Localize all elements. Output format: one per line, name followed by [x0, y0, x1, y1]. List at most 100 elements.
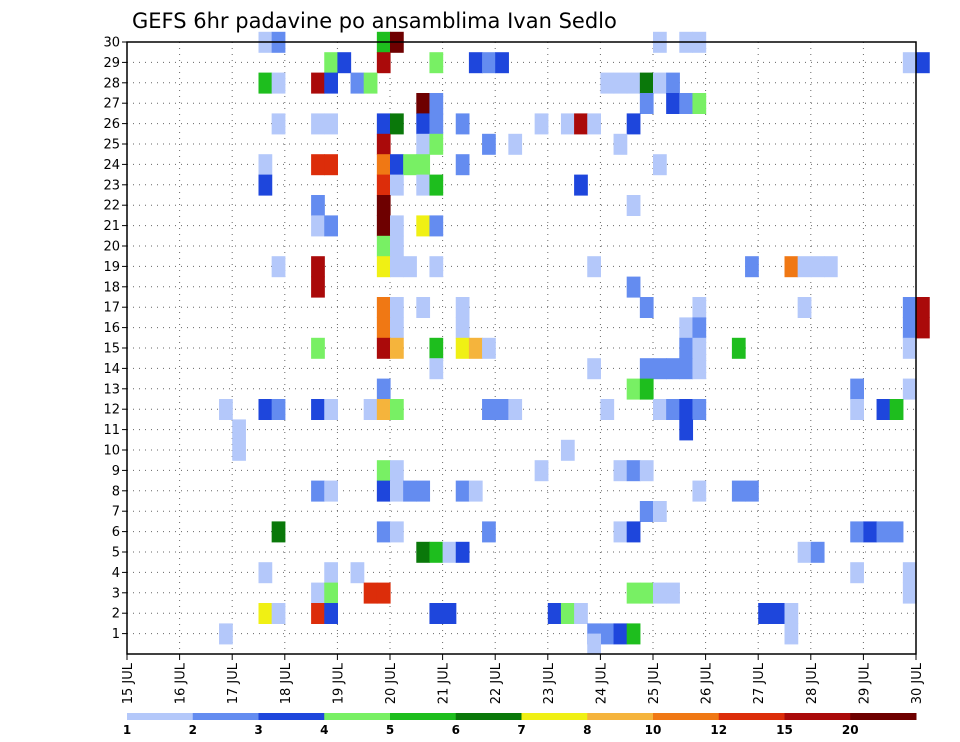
- heatmap-cell: [692, 93, 707, 114]
- heatmap-cell: [416, 93, 431, 114]
- heatmap-cell: [797, 541, 812, 563]
- heatmap-cell: [666, 72, 680, 94]
- y-tick-label: 19: [103, 260, 120, 275]
- heatmap-cell: [679, 317, 694, 339]
- heatmap-cell: [455, 317, 470, 339]
- heatmap-cell: [508, 399, 523, 420]
- heatmap-cell: [613, 72, 628, 94]
- heatmap-cell: [468, 52, 483, 74]
- heatmap-cell: [455, 480, 470, 502]
- heatmap-cell: [390, 317, 404, 339]
- heatmap-cell: [600, 72, 615, 94]
- y-tick-label: 3: [112, 586, 120, 601]
- heatmap-cell: [626, 521, 641, 543]
- heatmap-cells: [219, 31, 930, 655]
- heatmap-cell: [429, 358, 444, 380]
- heatmap-cell: [416, 154, 431, 176]
- y-tick-label: 27: [103, 97, 120, 112]
- heatmap-cell: [390, 460, 404, 482]
- heatmap-cell: [271, 399, 286, 420]
- heatmap-cell: [429, 215, 444, 237]
- heatmap-cell: [455, 113, 470, 135]
- heatmap-cell: [876, 521, 891, 543]
- heatmap-cell: [587, 358, 601, 380]
- y-tick-label: 7: [112, 505, 120, 520]
- colorbar-label: 5: [386, 723, 394, 737]
- heatmap-cell: [403, 256, 417, 278]
- heatmap-cell: [258, 154, 273, 176]
- y-tick-label: 1: [112, 627, 120, 642]
- x-tick-label: 27 JUL: [752, 662, 767, 704]
- heatmap-cell: [311, 582, 325, 604]
- heatmap-cell: [376, 460, 391, 482]
- heatmap-cell: [626, 113, 641, 135]
- heatmap-cell: [534, 113, 549, 135]
- colorbar-label: 20: [842, 723, 859, 737]
- x-tick-label: 15 JUL: [121, 662, 136, 704]
- heatmap-cell: [403, 480, 417, 502]
- heatmap-cell: [692, 399, 707, 420]
- heatmap-cell: [626, 72, 641, 94]
- heatmap-cell: [653, 358, 667, 380]
- colorbar-label: 2: [189, 723, 197, 737]
- colorbar-swatch: [324, 713, 391, 720]
- y-tick-label: 15: [103, 342, 120, 357]
- heatmap-cell: [455, 297, 470, 318]
- heatmap-cell: [666, 358, 680, 380]
- y-tick-label: 16: [103, 321, 120, 336]
- colorbar-swatch: [784, 713, 851, 720]
- heatmap-cell: [324, 154, 338, 176]
- y-tick-label: 10: [103, 444, 120, 459]
- heatmap-cell: [784, 256, 799, 278]
- heatmap-cell: [784, 623, 799, 645]
- y-tick-label: 22: [103, 199, 120, 214]
- heatmap-cell: [482, 52, 496, 74]
- heatmap-cell: [324, 52, 338, 74]
- heatmap-cell: [219, 399, 233, 420]
- heatmap-cell: [311, 603, 325, 624]
- y-tick-label: 13: [103, 382, 120, 397]
- heatmap-cell: [587, 633, 601, 655]
- y-tick-label: 23: [103, 178, 120, 193]
- heatmap-cell: [560, 603, 575, 624]
- y-tick-label: 6: [112, 525, 120, 540]
- heatmap-cell: [613, 521, 628, 543]
- heatmap-cell: [390, 174, 404, 196]
- heatmap-cell: [692, 297, 707, 318]
- colorbar-swatch: [850, 713, 917, 720]
- heatmap-cell: [600, 623, 615, 645]
- heatmap-cell: [626, 623, 641, 645]
- heatmap-cell: [324, 113, 338, 135]
- heatmap-cell: [639, 297, 654, 318]
- heatmap-cell: [324, 72, 338, 94]
- heatmap-cell: [376, 297, 391, 318]
- heatmap-cell: [376, 378, 391, 400]
- x-tick-label: 25 JUL: [647, 662, 662, 704]
- heatmap-cell: [376, 480, 391, 502]
- heatmap-cell: [482, 521, 496, 543]
- heatmap-cell: [271, 603, 286, 624]
- heatmap-cell: [390, 154, 404, 176]
- heatmap-cell: [390, 337, 404, 359]
- heatmap-cell: [916, 297, 930, 318]
- heatmap-cell: [889, 399, 904, 420]
- heatmap-cell: [324, 562, 338, 584]
- heatmap-cell: [653, 399, 667, 420]
- colorbar-swatch: [521, 713, 588, 720]
- heatmap-cell: [902, 52, 917, 74]
- heatmap-cell: [902, 562, 917, 584]
- colorbar-swatch: [587, 713, 654, 720]
- heatmap-cell: [745, 480, 759, 502]
- heatmap-cell: [271, 521, 286, 543]
- heatmap-cell: [455, 154, 470, 176]
- colorbar-label: 10: [645, 723, 662, 737]
- y-axis: 1234567891011121314151617181920212223242…: [103, 36, 127, 642]
- heatmap-cell: [376, 582, 391, 604]
- heatmap-cell: [639, 582, 654, 604]
- heatmap-cell: [232, 439, 246, 461]
- heatmap-cell: [390, 521, 404, 543]
- heatmap-cell: [692, 358, 707, 380]
- heatmap-cell: [429, 93, 444, 114]
- heatmap-cell: [311, 72, 325, 94]
- heatmap-cell: [547, 603, 562, 624]
